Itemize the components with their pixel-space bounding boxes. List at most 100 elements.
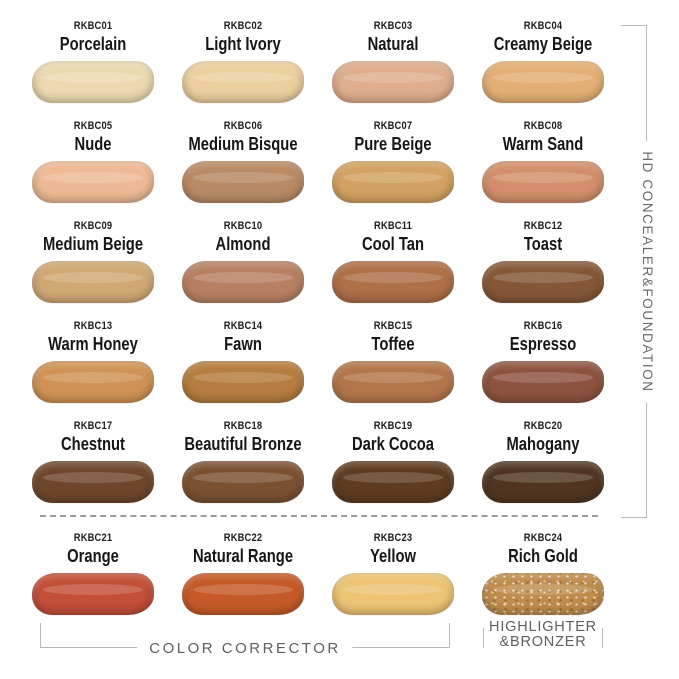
shade-card: RKBC15 Toffee [318, 320, 468, 403]
shade-code: RKBC10 [223, 220, 263, 232]
shade-card: RKBC07 Pure Beige [318, 120, 468, 203]
shade-row-2: RKBC05 Nude RKBC06 Medium Bisque RKBC07 … [18, 120, 618, 203]
shade-swatch [182, 573, 304, 615]
shade-code: RKBC14 [223, 320, 263, 332]
shade-name: Yellow [370, 546, 416, 566]
shade-swatch [32, 261, 154, 303]
shade-code: RKBC12 [523, 220, 563, 232]
shade-name: Almond [215, 234, 271, 254]
shade-name: Porcelain [59, 34, 127, 54]
shade-swatch [182, 161, 304, 203]
shade-card: RKBC13 Warm Honey [18, 320, 168, 403]
shade-code: RKBC18 [223, 420, 263, 432]
shade-swatch [32, 61, 154, 103]
shade-name: Beautiful Bronze [184, 434, 302, 454]
shade-name: Espresso [509, 334, 577, 354]
shade-code: RKBC24 [523, 532, 563, 544]
shade-row-3: RKBC09 Medium Beige RKBC10 Almond RKBC11… [18, 220, 618, 303]
shade-name: Pure Beige [354, 134, 432, 154]
shade-card: RKBC21 Orange [18, 532, 168, 615]
shade-code: RKBC04 [523, 20, 563, 32]
shade-name: Orange [67, 546, 119, 566]
shade-swatch [332, 461, 454, 503]
shade-card: RKBC03 Natural [318, 20, 468, 103]
highlighter-bronzer-bracket: HIGHLIGHTER &BRONZER [483, 620, 603, 650]
shade-card: RKBC10 Almond [168, 220, 318, 303]
shade-code: RKBC17 [73, 420, 113, 432]
shade-name: Natural Range [192, 546, 294, 566]
shade-name: Medium Bisque [188, 134, 298, 154]
shade-code: RKBC05 [73, 120, 113, 132]
shade-code: RKBC21 [73, 532, 113, 544]
shade-name: Warm Honey [48, 334, 138, 354]
shade-card: RKBC12 Toast [468, 220, 618, 303]
shade-code: RKBC22 [223, 532, 263, 544]
shade-code: RKBC02 [223, 20, 263, 32]
shade-code: RKBC20 [523, 420, 563, 432]
shade-name: Light Ivory [205, 34, 281, 54]
shade-card: RKBC09 Medium Beige [18, 220, 168, 303]
highlighter-bronzer-label: HIGHLIGHTER &BRONZER [484, 620, 602, 650]
shade-code: RKBC16 [523, 320, 563, 332]
shade-name: Medium Beige [42, 234, 144, 254]
shade-swatch [332, 573, 454, 615]
shade-card: RKBC24 Rich Gold [468, 532, 618, 615]
shade-swatch [182, 461, 304, 503]
shade-card: RKBC11 Cool Tan [318, 220, 468, 303]
shade-card: RKBC20 Mahogany [468, 420, 618, 503]
shade-swatch [332, 61, 454, 103]
shade-swatch [182, 361, 304, 403]
shade-name: Dark Cocoa [351, 434, 435, 454]
shade-code: RKBC15 [373, 320, 413, 332]
shade-code: RKBC03 [373, 20, 413, 32]
shade-swatch [32, 361, 154, 403]
shade-code: RKBC19 [373, 420, 413, 432]
shade-name: Nude [74, 134, 112, 154]
shade-swatch [482, 573, 604, 615]
shade-swatch [182, 261, 304, 303]
shade-row-4: RKBC13 Warm Honey RKBC14 Fawn RKBC15 Tof… [18, 320, 618, 403]
shade-swatch [32, 161, 154, 203]
shade-swatch [182, 61, 304, 103]
shade-name: Creamy Beige [493, 34, 593, 54]
shade-code: RKBC07 [373, 120, 413, 132]
shade-code: RKBC11 [374, 220, 412, 232]
shade-name: Fawn [224, 334, 262, 354]
color-corrector-label: COLOR CORRECTOR [137, 640, 353, 657]
hd-concealer-foundation-bracket: HD CONCEALER&FOUNDATION [621, 25, 656, 518]
shade-swatch [332, 361, 454, 403]
shade-code: RKBC06 [223, 120, 263, 132]
highlighter-label-line2: &BRONZER [499, 634, 587, 650]
shade-card: RKBC01 Porcelain [18, 20, 168, 103]
shade-card: RKBC02 Light Ivory [168, 20, 318, 103]
shade-name: Cool Tan [361, 234, 425, 254]
color-corrector-bracket: COLOR CORRECTOR [40, 623, 450, 657]
shade-swatch [482, 461, 604, 503]
shade-card: RKBC23 Yellow [318, 532, 468, 615]
shade-swatch [482, 161, 604, 203]
hd-concealer-foundation-label: HD CONCEALER&FOUNDATION [639, 140, 656, 403]
shade-swatch [482, 361, 604, 403]
highlighter-label-line1: HIGHLIGHTER [489, 619, 597, 635]
shade-code: RKBC13 [73, 320, 113, 332]
shade-card: RKBC19 Dark Cocoa [318, 420, 468, 503]
shade-row-1: RKBC01 Porcelain RKBC02 Light Ivory RKBC… [18, 20, 618, 103]
shade-swatch [482, 261, 604, 303]
shade-card: RKBC08 Warm Sand [468, 120, 618, 203]
shade-code: RKBC08 [523, 120, 563, 132]
shade-name: Warm Sand [502, 134, 584, 154]
shade-swatch [32, 573, 154, 615]
shade-row-5: RKBC17 Chestnut RKBC18 Beautiful Bronze … [18, 420, 618, 503]
shade-swatch [332, 161, 454, 203]
shade-name: Toffee [371, 334, 415, 354]
shade-name: Mahogany [506, 434, 580, 454]
shade-code: RKBC09 [73, 220, 113, 232]
shade-card: RKBC17 Chestnut [18, 420, 168, 503]
shade-card: RKBC05 Nude [18, 120, 168, 203]
shade-card: RKBC18 Beautiful Bronze [168, 420, 318, 503]
shade-name: Toast [523, 234, 563, 254]
shade-swatch [482, 61, 604, 103]
shade-code: RKBC01 [73, 20, 113, 32]
shade-card: RKBC04 Creamy Beige [468, 20, 618, 103]
